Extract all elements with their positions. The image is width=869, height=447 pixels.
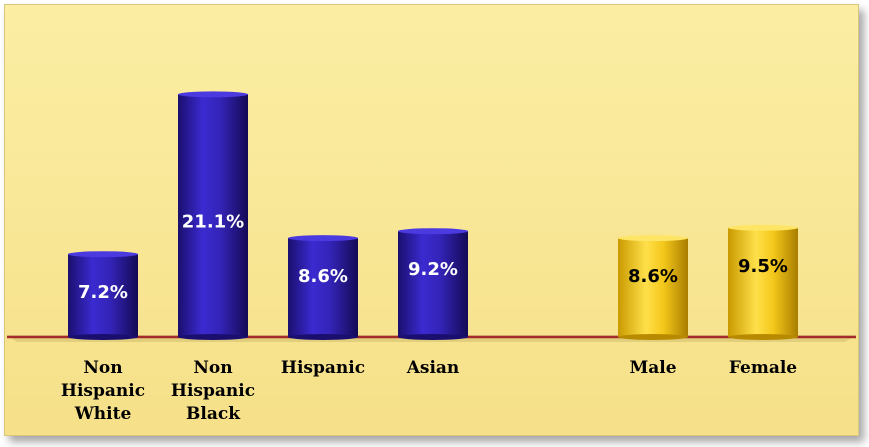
- bar: [728, 227, 798, 337]
- category-labels-layer: Non Hispanic White Non Hispanic Black Hispanic…: [61, 358, 797, 424]
- category-label: Male: [629, 358, 676, 378]
- bar-chart: 7.2% 21.1% 8.6% 9.2% 8.6% 9.5% Non Hispanic Whi…: [7, 91, 856, 424]
- bar-base: [618, 334, 688, 340]
- bar-top: [68, 251, 138, 258]
- chart-frame: 7.2% 21.1% 8.6% 9.2% 8.6% 9.5% Non Hispanic Whi…: [4, 4, 859, 436]
- value-label: 9.2%: [408, 259, 458, 280]
- bar: [68, 254, 138, 337]
- category-label-line: White: [74, 404, 132, 424]
- bar-base: [728, 334, 798, 340]
- bar: [618, 238, 688, 337]
- bar-base: [178, 334, 248, 340]
- value-label: 7.2%: [78, 282, 128, 303]
- category-label-line: Black: [186, 404, 241, 424]
- bar-base: [288, 334, 358, 340]
- category-label: Hispanic: [281, 358, 365, 378]
- bar-base: [398, 334, 468, 340]
- category-label-line: Non: [83, 358, 122, 378]
- value-label: 8.6%: [298, 266, 348, 287]
- category-label-line: Asian: [406, 358, 460, 378]
- bar-top: [178, 91, 248, 98]
- category-label: Non Hispanic White: [61, 358, 145, 424]
- bar-top: [618, 235, 688, 242]
- category-label-line: Female: [729, 358, 797, 378]
- bar-top: [398, 228, 468, 235]
- bar: [178, 94, 248, 337]
- category-label-line: Hispanic: [171, 381, 255, 401]
- category-label-line: Non: [193, 358, 232, 378]
- bars-layer: [68, 91, 798, 340]
- bar-top: [728, 224, 798, 231]
- value-label: 8.6%: [628, 266, 678, 287]
- category-label-line: Male: [629, 358, 676, 378]
- category-label-line: Hispanic: [281, 358, 365, 378]
- value-label: 9.5%: [738, 256, 788, 277]
- bar: [398, 231, 468, 337]
- bar: [288, 238, 358, 337]
- value-label: 21.1%: [182, 211, 244, 232]
- category-label-line: Hispanic: [61, 381, 145, 401]
- category-label: Female: [729, 358, 797, 378]
- bar-base: [68, 334, 138, 340]
- value-labels-layer: 7.2% 21.1% 8.6% 9.2% 8.6% 9.5%: [78, 211, 788, 303]
- bar-top: [288, 235, 358, 242]
- category-label: Non Hispanic Black: [171, 358, 255, 424]
- category-label: Asian: [406, 358, 460, 378]
